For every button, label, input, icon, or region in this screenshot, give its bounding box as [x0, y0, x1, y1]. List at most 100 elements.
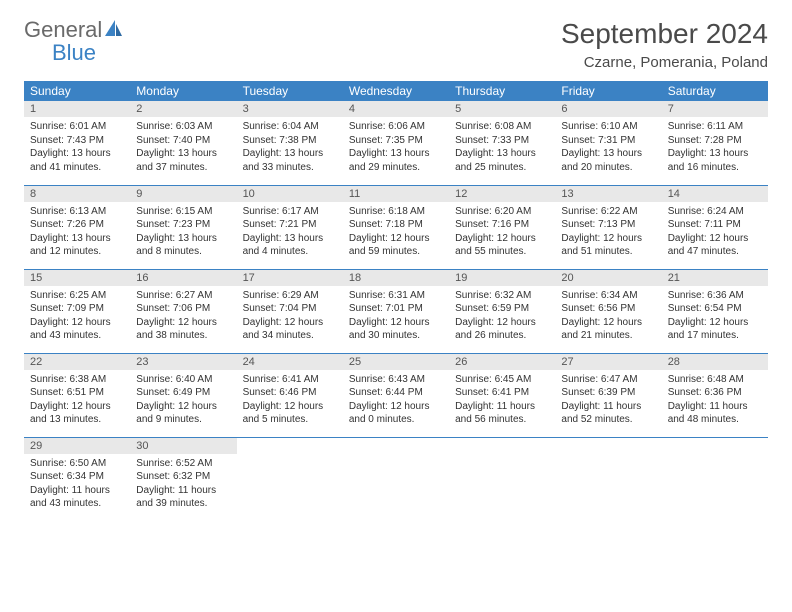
day-details: Sunrise: 6:43 AMSunset: 6:44 PMDaylight:…	[343, 370, 449, 432]
calendar-cell: ..	[555, 437, 661, 521]
calendar-cell: 23Sunrise: 6:40 AMSunset: 6:49 PMDayligh…	[130, 353, 236, 437]
calendar-cell: 11Sunrise: 6:18 AMSunset: 7:18 PMDayligh…	[343, 185, 449, 269]
day-details: Sunrise: 6:08 AMSunset: 7:33 PMDaylight:…	[449, 117, 555, 179]
day-details: Sunrise: 6:22 AMSunset: 7:13 PMDaylight:…	[555, 202, 661, 264]
calendar-cell: 5Sunrise: 6:08 AMSunset: 7:33 PMDaylight…	[449, 101, 555, 185]
day-details: Sunrise: 6:01 AMSunset: 7:43 PMDaylight:…	[24, 117, 130, 179]
day-header-row: Sunday Monday Tuesday Wednesday Thursday…	[24, 81, 768, 101]
day-details: Sunrise: 6:50 AMSunset: 6:34 PMDaylight:…	[24, 454, 130, 516]
calendar-cell: 30Sunrise: 6:52 AMSunset: 6:32 PMDayligh…	[130, 437, 236, 521]
calendar-cell: ..	[237, 437, 343, 521]
location: Czarne, Pomerania, Poland	[561, 54, 768, 71]
calendar-cell: 19Sunrise: 6:32 AMSunset: 6:59 PMDayligh…	[449, 269, 555, 353]
day-number: 25	[343, 354, 449, 370]
day-details: Sunrise: 6:47 AMSunset: 6:39 PMDaylight:…	[555, 370, 661, 432]
calendar-table: Sunday Monday Tuesday Wednesday Thursday…	[24, 81, 768, 521]
day-details: Sunrise: 6:29 AMSunset: 7:04 PMDaylight:…	[237, 286, 343, 348]
col-thursday: Thursday	[449, 81, 555, 101]
day-details: Sunrise: 6:17 AMSunset: 7:21 PMDaylight:…	[237, 202, 343, 264]
day-number: 7	[662, 101, 768, 117]
day-details: Sunrise: 6:25 AMSunset: 7:09 PMDaylight:…	[24, 286, 130, 348]
day-number: 22	[24, 354, 130, 370]
calendar-cell: 29Sunrise: 6:50 AMSunset: 6:34 PMDayligh…	[24, 437, 130, 521]
day-number: 17	[237, 270, 343, 286]
day-details: Sunrise: 6:03 AMSunset: 7:40 PMDaylight:…	[130, 117, 236, 179]
day-details: Sunrise: 6:10 AMSunset: 7:31 PMDaylight:…	[555, 117, 661, 179]
day-details: Sunrise: 6:38 AMSunset: 6:51 PMDaylight:…	[24, 370, 130, 432]
calendar-cell: ..	[449, 437, 555, 521]
calendar-cell: 16Sunrise: 6:27 AMSunset: 7:06 PMDayligh…	[130, 269, 236, 353]
day-number: 20	[555, 270, 661, 286]
day-number: 23	[130, 354, 236, 370]
sail-icon	[104, 19, 124, 37]
col-friday: Friday	[555, 81, 661, 101]
logo-line2: Blue	[24, 40, 96, 65]
day-details: Sunrise: 6:34 AMSunset: 6:56 PMDaylight:…	[555, 286, 661, 348]
day-number: 4	[343, 101, 449, 117]
day-number: 19	[449, 270, 555, 286]
calendar-cell: 9Sunrise: 6:15 AMSunset: 7:23 PMDaylight…	[130, 185, 236, 269]
day-number: 30	[130, 438, 236, 454]
day-details: Sunrise: 6:45 AMSunset: 6:41 PMDaylight:…	[449, 370, 555, 432]
day-number: 21	[662, 270, 768, 286]
col-monday: Monday	[130, 81, 236, 101]
day-number: 18	[343, 270, 449, 286]
day-number: 8	[24, 186, 130, 202]
day-number: 14	[662, 186, 768, 202]
day-number: 12	[449, 186, 555, 202]
day-details: Sunrise: 6:13 AMSunset: 7:26 PMDaylight:…	[24, 202, 130, 264]
calendar-cell: 2Sunrise: 6:03 AMSunset: 7:40 PMDaylight…	[130, 101, 236, 185]
calendar-cell: 28Sunrise: 6:48 AMSunset: 6:36 PMDayligh…	[662, 353, 768, 437]
calendar-cell: 1Sunrise: 6:01 AMSunset: 7:43 PMDaylight…	[24, 101, 130, 185]
day-details: Sunrise: 6:27 AMSunset: 7:06 PMDaylight:…	[130, 286, 236, 348]
calendar-row: 15Sunrise: 6:25 AMSunset: 7:09 PMDayligh…	[24, 269, 768, 353]
calendar-cell: ..	[343, 437, 449, 521]
day-number: 10	[237, 186, 343, 202]
day-number: 15	[24, 270, 130, 286]
logo-line1: General	[24, 17, 102, 42]
calendar-cell: 14Sunrise: 6:24 AMSunset: 7:11 PMDayligh…	[662, 185, 768, 269]
calendar-cell: 10Sunrise: 6:17 AMSunset: 7:21 PMDayligh…	[237, 185, 343, 269]
day-number: 24	[237, 354, 343, 370]
page-title: September 2024	[561, 18, 768, 50]
day-details: Sunrise: 6:15 AMSunset: 7:23 PMDaylight:…	[130, 202, 236, 264]
day-number: 11	[343, 186, 449, 202]
day-number: 3	[237, 101, 343, 117]
day-number: 29	[24, 438, 130, 454]
calendar-cell: 4Sunrise: 6:06 AMSunset: 7:35 PMDaylight…	[343, 101, 449, 185]
day-number: 13	[555, 186, 661, 202]
day-details: Sunrise: 6:41 AMSunset: 6:46 PMDaylight:…	[237, 370, 343, 432]
calendar-row: 1Sunrise: 6:01 AMSunset: 7:43 PMDaylight…	[24, 101, 768, 185]
day-details: Sunrise: 6:52 AMSunset: 6:32 PMDaylight:…	[130, 454, 236, 516]
calendar-cell: 15Sunrise: 6:25 AMSunset: 7:09 PMDayligh…	[24, 269, 130, 353]
day-details: Sunrise: 6:11 AMSunset: 7:28 PMDaylight:…	[662, 117, 768, 179]
day-details: Sunrise: 6:40 AMSunset: 6:49 PMDaylight:…	[130, 370, 236, 432]
col-wednesday: Wednesday	[343, 81, 449, 101]
calendar-cell: 3Sunrise: 6:04 AMSunset: 7:38 PMDaylight…	[237, 101, 343, 185]
day-details: Sunrise: 6:24 AMSunset: 7:11 PMDaylight:…	[662, 202, 768, 264]
day-details: Sunrise: 6:06 AMSunset: 7:35 PMDaylight:…	[343, 117, 449, 179]
day-number: 27	[555, 354, 661, 370]
logo: General Blue	[24, 18, 124, 64]
calendar-cell: 13Sunrise: 6:22 AMSunset: 7:13 PMDayligh…	[555, 185, 661, 269]
day-details: Sunrise: 6:48 AMSunset: 6:36 PMDaylight:…	[662, 370, 768, 432]
calendar-row: 22Sunrise: 6:38 AMSunset: 6:51 PMDayligh…	[24, 353, 768, 437]
day-number: 28	[662, 354, 768, 370]
calendar-cell: 8Sunrise: 6:13 AMSunset: 7:26 PMDaylight…	[24, 185, 130, 269]
day-details: Sunrise: 6:36 AMSunset: 6:54 PMDaylight:…	[662, 286, 768, 348]
day-details: Sunrise: 6:18 AMSunset: 7:18 PMDaylight:…	[343, 202, 449, 264]
calendar-cell: 7Sunrise: 6:11 AMSunset: 7:28 PMDaylight…	[662, 101, 768, 185]
day-number: 26	[449, 354, 555, 370]
calendar-cell: 26Sunrise: 6:45 AMSunset: 6:41 PMDayligh…	[449, 353, 555, 437]
calendar-cell: 17Sunrise: 6:29 AMSunset: 7:04 PMDayligh…	[237, 269, 343, 353]
header: General Blue September 2024 Czarne, Pome…	[24, 18, 768, 71]
calendar-cell: 6Sunrise: 6:10 AMSunset: 7:31 PMDaylight…	[555, 101, 661, 185]
day-details: Sunrise: 6:31 AMSunset: 7:01 PMDaylight:…	[343, 286, 449, 348]
day-details: Sunrise: 6:04 AMSunset: 7:38 PMDaylight:…	[237, 117, 343, 179]
calendar-row: 29Sunrise: 6:50 AMSunset: 6:34 PMDayligh…	[24, 437, 768, 521]
calendar-cell: 25Sunrise: 6:43 AMSunset: 6:44 PMDayligh…	[343, 353, 449, 437]
calendar-cell: 21Sunrise: 6:36 AMSunset: 6:54 PMDayligh…	[662, 269, 768, 353]
col-sunday: Sunday	[24, 81, 130, 101]
calendar-row: 8Sunrise: 6:13 AMSunset: 7:26 PMDaylight…	[24, 185, 768, 269]
calendar-cell: 22Sunrise: 6:38 AMSunset: 6:51 PMDayligh…	[24, 353, 130, 437]
